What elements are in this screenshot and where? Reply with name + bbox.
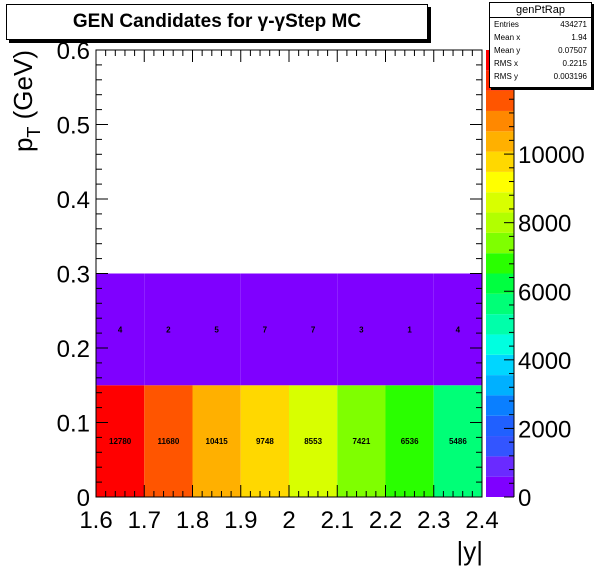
color-scale-band (486, 151, 514, 172)
stats-label: RMS x (494, 59, 518, 68)
x-tick-label: 2.4 (465, 507, 498, 534)
y-tick-label: 0.4 (57, 187, 90, 214)
color-scale-band (486, 110, 514, 132)
y-tick-label: 0.1 (57, 411, 90, 438)
z-tick-label: 10000 (518, 142, 585, 169)
z-tick-label: 0 (518, 485, 531, 512)
x-tick-label: 2.3 (417, 507, 450, 534)
color-scale-band (486, 90, 514, 111)
heatmap-cell (192, 385, 241, 497)
stats-row-rms-y: RMS y 0.003196 (490, 70, 591, 83)
stats-label: Mean x (494, 33, 521, 42)
stats-row-mean-y: Mean y 0.07507 (490, 44, 591, 57)
y-tick-label: 0.6 (57, 38, 90, 65)
color-scale-band (486, 354, 514, 376)
heatmap-cell (289, 273, 338, 386)
y-tick-label: 0.3 (57, 262, 90, 289)
heatmap-cell (192, 273, 241, 386)
cell-label: 7 (311, 325, 316, 334)
stats-label: Mean y (494, 46, 521, 55)
cell-label: 2 (166, 325, 171, 334)
cell-label: 12780 (109, 437, 132, 446)
chart-title-box: GEN Candidates for γ-γStep MC (6, 4, 428, 40)
stats-value: 0.003196 (553, 72, 587, 81)
cell-label: 4 (118, 325, 123, 334)
stats-value: 0.07507 (558, 46, 587, 55)
stats-value: 434271 (560, 20, 587, 29)
heatmap-cell (337, 273, 386, 386)
y-axis-title: pT (GeV) (8, 50, 44, 152)
heatmap-cell (240, 273, 289, 386)
z-tick-label: 4000 (518, 348, 571, 375)
heatmap-cell (144, 385, 193, 497)
cell-label: 5 (214, 325, 219, 334)
heatmap-cell (433, 385, 482, 497)
color-scale-band (486, 131, 514, 152)
color-scale-band (486, 253, 514, 274)
stats-box: genPtRap Entries 434271 Mean x 1.94 Mean… (489, 2, 592, 88)
stats-value: 1.94 (571, 33, 587, 42)
y-tick-label: 0.2 (57, 336, 90, 363)
stats-row-mean-x: Mean x 1.94 (490, 31, 591, 44)
cell-label: 9748 (256, 437, 274, 446)
color-scale-band (486, 192, 514, 213)
color-scale-band (486, 273, 514, 294)
x-tick-label: 2.2 (369, 507, 402, 534)
x-axis-title: |y| (456, 536, 483, 566)
color-scale-band (486, 212, 514, 233)
color-scale-band (486, 476, 514, 497)
x-tick-label: 1.7 (128, 507, 161, 534)
x-tick-label: 1.6 (79, 507, 112, 534)
color-scale-band (486, 375, 514, 396)
z-tick-label: 8000 (518, 211, 571, 238)
y-tick-label: 0.5 (57, 113, 90, 140)
stats-row-entries: Entries 434271 (490, 18, 591, 31)
color-scale-band (486, 456, 514, 477)
heatmap-cell (289, 385, 338, 497)
color-scale-band (486, 395, 514, 416)
cell-label: 3 (359, 325, 364, 334)
cell-label: 4 (456, 325, 461, 334)
cell-label: 5486 (449, 437, 467, 446)
color-scale-band (486, 436, 514, 457)
color-scale-band (486, 232, 514, 254)
chart-title: GEN Candidates for γ-γStep MC (72, 11, 362, 32)
heatmap-cell (385, 385, 434, 497)
stats-label: Entries (494, 20, 519, 29)
color-scale-band (486, 334, 514, 355)
cell-label: 8553 (304, 437, 322, 446)
cell-label: 11680 (157, 437, 179, 446)
stats-title: genPtRap (490, 3, 591, 18)
heatmap-cell (144, 273, 193, 386)
cell-label: 7421 (352, 437, 370, 446)
color-scale-band (486, 415, 514, 437)
x-tick-label: 2 (282, 507, 295, 534)
stats-label: RMS y (494, 72, 518, 81)
cell-label: 7 (263, 325, 268, 334)
color-scale-band (486, 171, 514, 193)
x-tick-label: 1.8 (176, 507, 209, 534)
heatmap-cell (433, 273, 482, 386)
stats-value: 0.2215 (562, 59, 587, 68)
heatmap-cell (96, 385, 145, 497)
heatmap-cell (337, 385, 386, 497)
heatmap-cell (385, 273, 434, 386)
heatmap-cell (240, 385, 289, 497)
y-tick-label: 0 (77, 485, 90, 512)
cell-label: 6536 (401, 437, 419, 446)
stats-row-rms-x: RMS x 0.2215 (490, 57, 591, 70)
z-tick-label: 2000 (518, 416, 571, 443)
cell-label: 10415 (206, 437, 229, 446)
color-scale-band (486, 293, 514, 315)
cell-label: 1 (407, 325, 412, 334)
z-tick-label: 6000 (518, 279, 571, 306)
x-tick-label: 1.9 (224, 507, 257, 534)
x-tick-label: 2.1 (321, 507, 354, 534)
heatmap-cell (96, 273, 145, 386)
color-scale-band (486, 314, 514, 335)
